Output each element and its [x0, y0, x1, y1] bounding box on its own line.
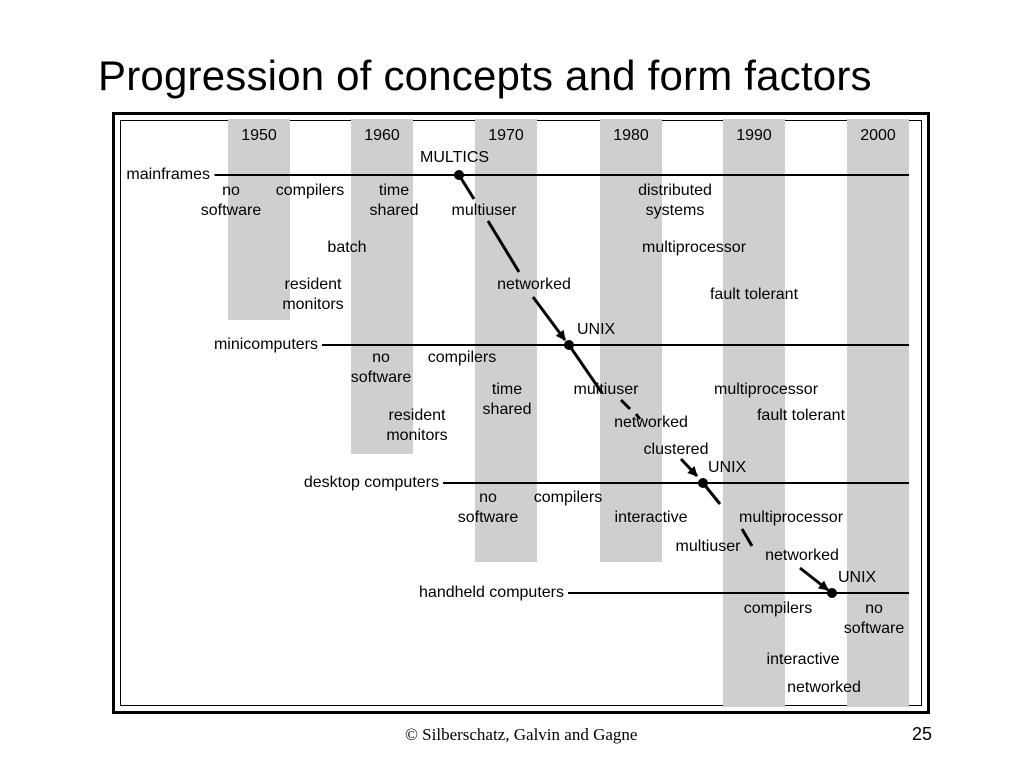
handheld-computers-timeline [568, 592, 909, 594]
arrow-segment [679, 457, 699, 478]
year-label-1970: 1970 [488, 127, 524, 144]
page-number: 25 [912, 724, 933, 744]
desktop-multiuser: multiuser [675, 538, 741, 555]
mainframes-distributed-systems: distributed systems [638, 182, 712, 219]
multics-marker-dot [454, 170, 464, 180]
minicomputers-multiuser: multiuser [573, 381, 639, 398]
handheld-no-software: no software [843, 600, 905, 637]
year-label-1950: 1950 [241, 127, 277, 144]
unix-desktop-marker-dot [698, 478, 708, 488]
unix-minicomputers-label: UNIX [577, 321, 616, 338]
minicomputers-compilers: compilers [427, 349, 497, 366]
unix-handheld-label: UNIX [838, 569, 877, 586]
mainframes-batch: batch [327, 239, 367, 256]
minicomputers-fault-tolerant: fault tolerant [756, 407, 846, 424]
desktop-no-software: no software [457, 489, 519, 526]
row-label-minicomputers: minicomputers [209, 335, 322, 355]
year-band-1980 [600, 119, 662, 562]
multics-label: MULTICS [420, 149, 490, 166]
unix-handheld-marker-dot [827, 588, 837, 598]
minicomputers-no-software: no software [350, 349, 412, 386]
arrow-segment [486, 220, 521, 273]
year-band-1990 [723, 119, 785, 707]
arrow-segment [567, 344, 604, 394]
handheld-networked: networked [787, 679, 861, 696]
mainframes-multiprocessor: multiprocessor [641, 239, 747, 256]
year-band-1950 [228, 119, 290, 320]
desktop-interactive: interactive [614, 509, 688, 526]
row-label-desktop-computers: desktop computers [299, 473, 443, 493]
handheld-compilers: compilers [743, 600, 813, 617]
minicomputers-multiprocessor: multiprocessor [713, 381, 819, 398]
minicomputers-clustered: clustered [643, 441, 709, 458]
mainframes-time-shared: time shared [369, 182, 419, 219]
row-label-mainframes: mainframes [122, 165, 214, 185]
year-label-2000: 2000 [860, 127, 896, 144]
desktop-compilers: compilers [533, 489, 603, 506]
year-label-1980: 1980 [613, 127, 649, 144]
mainframes-timeline [214, 174, 909, 176]
row-label-handheld-computers: handheld computers [415, 583, 568, 603]
year-label-1960: 1960 [364, 127, 400, 144]
arrow-dash [634, 413, 642, 420]
mainframes-resident-monitors: resident monitors [282, 276, 344, 313]
slide-title: Progression of concepts and form factors [98, 52, 872, 99]
year-band-1970 [475, 119, 537, 562]
mainframes-networked: networked [497, 276, 571, 293]
minicomputers-resident-monitors: resident monitors [386, 407, 448, 444]
minicomputers-timeline [322, 344, 909, 346]
mainframes-fault-tolerant: fault tolerant [709, 286, 799, 303]
desktop-multiprocessor: multiprocessor [738, 509, 844, 526]
mainframes-multiuser: multiuser [451, 202, 517, 219]
unix-desktop-label: UNIX [708, 459, 747, 476]
year-band-2000 [847, 119, 909, 707]
desktop-computers-timeline [443, 482, 909, 484]
desktop-networked: networked [765, 547, 839, 564]
footer-credit: © Silberschatz, Galvin and Gagne [405, 725, 638, 744]
handheld-interactive: interactive [766, 651, 840, 668]
mainframes-no-software: no software [200, 182, 262, 219]
unix-minicomputers-marker-dot [564, 340, 574, 350]
arrow-dash [740, 528, 754, 547]
minicomputers-networked: networked [614, 414, 688, 431]
arrow-segment [799, 566, 829, 592]
arrow-dash [619, 398, 632, 411]
arrow-segment [531, 296, 567, 341]
mainframes-compilers: compilers [275, 182, 345, 199]
minicomputers-time-shared: time shared [482, 381, 532, 418]
year-label-1990: 1990 [736, 127, 772, 144]
